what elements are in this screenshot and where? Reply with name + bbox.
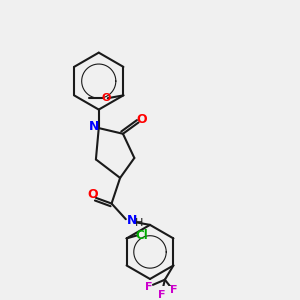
Text: O: O [102, 93, 111, 103]
Text: O: O [136, 113, 147, 126]
Text: F: F [170, 285, 177, 295]
Text: F: F [146, 282, 153, 292]
Text: O: O [87, 188, 98, 202]
Text: Cl: Cl [136, 229, 148, 242]
Text: N: N [88, 120, 99, 133]
Text: N: N [127, 214, 137, 227]
Text: F: F [158, 290, 166, 300]
Text: H: H [134, 218, 143, 229]
